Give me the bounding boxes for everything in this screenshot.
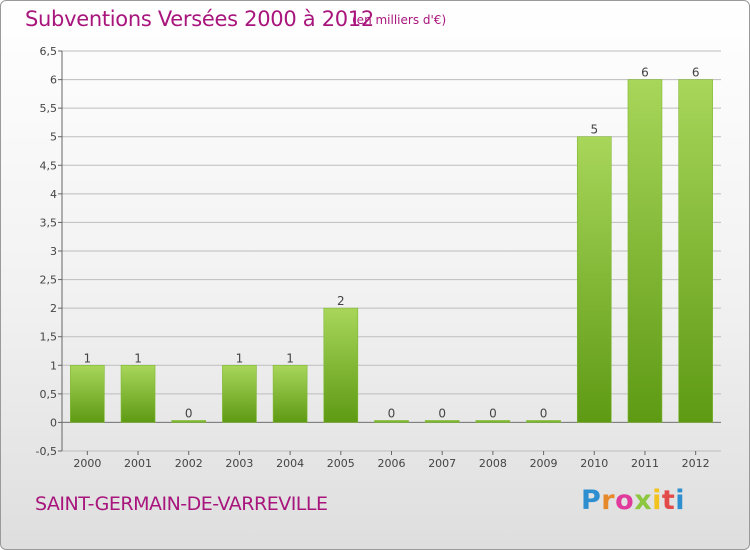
logo-letter: x <box>634 485 653 516</box>
x-tick-label: 2004 <box>276 457 304 470</box>
x-tick-label: 2009 <box>530 457 558 470</box>
y-tick-label: 3 <box>50 245 57 258</box>
y-tick-label: 2 <box>50 302 57 315</box>
bar-value-label: 0 <box>489 406 497 420</box>
bar <box>222 364 257 423</box>
bar <box>475 420 511 423</box>
x-tick-label: 2001 <box>124 457 152 470</box>
y-tick-label: 0,5 <box>40 388 58 401</box>
bar-value-label: 1 <box>236 351 244 365</box>
bar <box>576 136 612 423</box>
x-tick-label: 2007 <box>428 457 456 470</box>
bar-value-label: 0 <box>438 406 446 420</box>
bar-value-label: 0 <box>388 406 396 420</box>
y-tick-label: 0 <box>50 416 57 429</box>
x-tick-label: 2003 <box>225 457 253 470</box>
grid-lines <box>62 50 721 452</box>
x-tick-label: 2012 <box>682 457 710 470</box>
proxiti-logo: Proxiti <box>581 485 685 516</box>
bar-value-label: 2 <box>337 294 345 308</box>
bar <box>171 420 207 423</box>
bar <box>424 420 460 423</box>
y-tick-label: 4 <box>50 188 57 201</box>
bar-value-label: 1 <box>134 351 142 365</box>
bar-value-label: 6 <box>641 66 649 80</box>
bar <box>374 420 409 423</box>
bar-value-label: 0 <box>185 406 193 420</box>
y-tick-label: -0,5 <box>36 445 57 458</box>
y-tick-label: 3,5 <box>40 216 58 229</box>
x-tick-label: 2000 <box>73 457 101 470</box>
y-tick-label: 2,5 <box>40 274 58 287</box>
bars <box>70 79 713 423</box>
bar <box>272 364 308 423</box>
logo-letter: i <box>675 485 686 516</box>
bar <box>627 79 663 423</box>
bar <box>70 364 105 423</box>
y-tick-label: 5,5 <box>40 102 58 115</box>
x-tick-label: 2011 <box>631 457 659 470</box>
bar <box>120 364 156 423</box>
bar-value-label: 5 <box>590 123 598 137</box>
y-tick-label: 4,5 <box>40 159 58 172</box>
logo-letter: t <box>661 485 676 516</box>
labels: 1 1 0 1 1 2 0 0 0 0 5 6 6 <box>84 66 700 421</box>
bar-value-label: 0 <box>540 406 548 420</box>
x-tick-label: 2010 <box>580 457 608 470</box>
bar-value-label: 6 <box>692 66 700 80</box>
chart-subtitle: (en milliers d'€) <box>352 13 447 27</box>
bar <box>526 420 561 423</box>
logo-letter: i <box>652 485 662 516</box>
x-tick-label: 2002 <box>175 457 203 470</box>
y-tick-label: 6,5 <box>40 45 58 58</box>
x-tick-label: 2005 <box>327 457 355 470</box>
commune-name: SAINT-GERMAIN-DE-VARREVILLE <box>35 493 328 515</box>
y-tick-label: 1 <box>50 359 57 372</box>
bar-value-label: 1 <box>286 351 294 365</box>
y-tick-label: 1,5 <box>40 331 58 344</box>
bar-value-label: 1 <box>84 351 92 365</box>
bar <box>323 307 359 423</box>
x-tick-label: 2006 <box>378 457 406 470</box>
logo-letter: r <box>601 485 616 516</box>
y-tick-label: 6 <box>50 74 57 87</box>
y-tick-label: 5 <box>50 131 57 144</box>
x-tick-label: 2008 <box>479 457 507 470</box>
logo-letter: o <box>615 485 635 516</box>
chart-title: Subventions Versées 2000 à 2012 <box>25 7 374 31</box>
bar <box>678 79 713 423</box>
logo-letter: P <box>581 485 602 516</box>
